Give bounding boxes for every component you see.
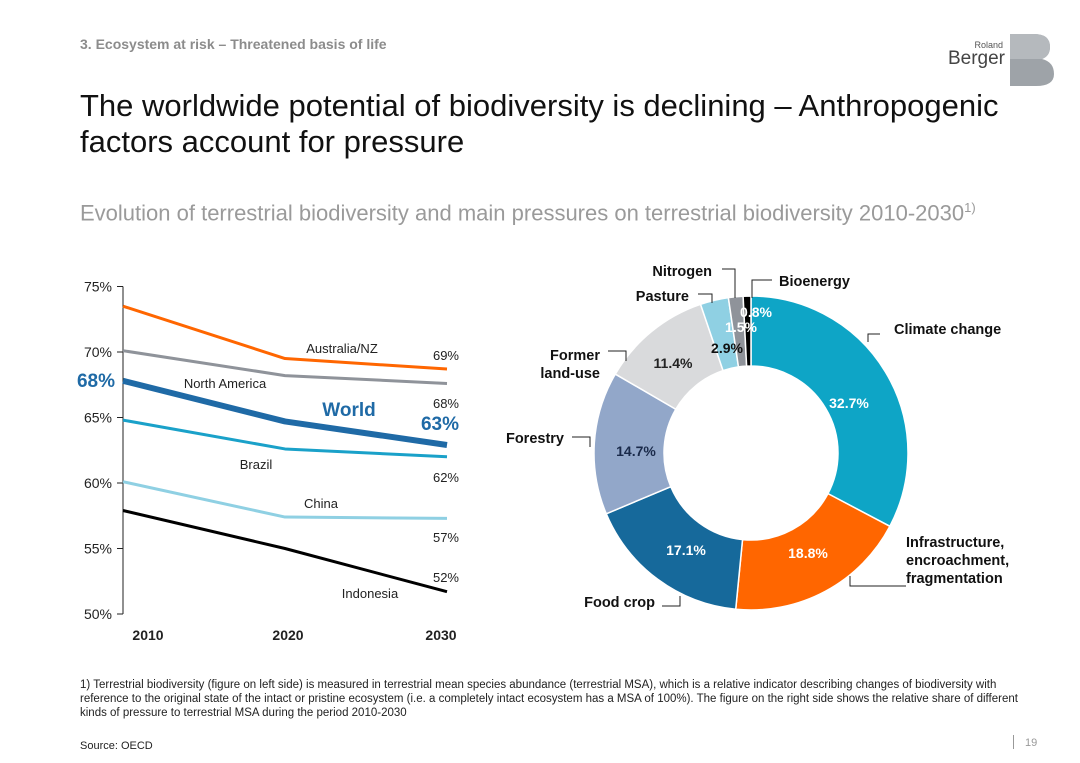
series-name-north-america: North America — [184, 376, 267, 391]
series-lines — [122, 304, 448, 594]
series-name-indonesia: Indonesia — [342, 586, 399, 601]
series-line-china — [122, 480, 448, 520]
slice-value-infrastructure-encroachment-fragmentation: 18.8% — [788, 545, 828, 561]
subtitle-text: Evolution of terrestrial biodiversity an… — [80, 200, 965, 226]
series-name-australia-nz: Australia/NZ — [306, 341, 378, 356]
end-value-china: 57% — [433, 530, 459, 545]
page-number: 19 — [1025, 737, 1038, 749]
y-axis: 75% 70% 65% 60% 55% 50% 2010 2020 2030 — [84, 279, 457, 644]
x-tick-label: 2010 — [132, 627, 163, 643]
donut-slices — [593, 295, 909, 611]
slice-name-infrastructure-encroachment-fragmentation: Infrastructure, encroachment, fragmentatio… — [906, 535, 1009, 587]
leader-line-climate-change — [867, 333, 880, 342]
slice-name-forestry: Forestry — [506, 431, 564, 447]
logo-line2: Berger — [947, 48, 1005, 69]
end-value-brazil: 62% — [433, 470, 459, 485]
end-value-australia-nz: 69% — [433, 348, 459, 363]
slice-value-forestry: 14.7% — [616, 443, 656, 459]
slice-name-nitrogen: Nitrogen — [652, 264, 712, 280]
series-line-world — [122, 377, 448, 448]
pressure-donut-chart: 32.7% 18.8% 17.1% 14.7% 11.4% 2.9% 1.5%0.8% Cli… — [506, 264, 1009, 611]
series-name-brazil: Brazil — [240, 457, 273, 472]
biodiversity-line-chart: 75% 70% 65% 60% 55% 50% 2010 2020 2030 Australia… — [77, 279, 459, 644]
series-labels: Australia/NZ 69% North America 68% World 63% 6… — [77, 341, 459, 601]
y-tick-label: 55% — [84, 541, 112, 557]
end-value-indonesia: 52% — [433, 570, 459, 585]
x-tick-label: 2030 — [425, 627, 456, 643]
series-name-world: World — [322, 400, 375, 421]
slice-name-bioenergy: Bioenergy — [779, 274, 850, 290]
y-tick-label: 75% — [84, 279, 112, 295]
y-tick-label: 65% — [84, 410, 112, 426]
end-value-north-america: 68% — [433, 396, 459, 411]
slice-name-pasture: Pasture — [636, 289, 689, 305]
y-tick-label: 60% — [84, 475, 112, 491]
page-title: The worldwide potential of biodiversity … — [80, 88, 999, 159]
section-label: 3. Ecosystem at risk – Threatened basis … — [80, 36, 387, 52]
slice-value-climate-change: 32.7% — [829, 395, 869, 411]
slice-value-former-land-use: 11.4% — [654, 355, 693, 371]
slice-climate-change — [750, 295, 909, 528]
y-tick-label: 50% — [84, 606, 112, 622]
series-name-china: China — [304, 496, 339, 511]
slice-bioenergy — [742, 295, 752, 367]
leader-line-nitrogen — [722, 268, 736, 298]
slice-name-former-land-use: Former land-use — [540, 348, 600, 382]
logo-line1: Roland — [974, 40, 1003, 50]
x-tick-label: 2020 — [272, 627, 303, 643]
subtitle-footnote-marker: 1) — [964, 200, 976, 215]
leader-line-forestry — [572, 436, 591, 447]
leader-line-infrastructure-encroachment-fragmentation — [849, 576, 906, 587]
series-line-indonesia — [122, 509, 448, 594]
slice-name-climate-change: Climate change — [894, 322, 1001, 338]
leader-line-pasture — [698, 293, 713, 303]
chart-subtitle: Evolution of terrestrial biodiversity an… — [80, 195, 980, 226]
leader-line-former-land-use — [608, 350, 627, 361]
series-line-brazil — [122, 418, 448, 459]
slice-value-nitrogen: 1.5% — [725, 319, 757, 335]
y-tick-label: 70% — [84, 344, 112, 360]
slice-value-food-crop: 17.1% — [666, 542, 706, 558]
logo-b-mark-icon — [1010, 34, 1054, 86]
page-divider — [1013, 735, 1014, 749]
source-note: Source: OECD — [80, 740, 153, 752]
footnote: 1) Terrestrial biodiversity (figure on l… — [80, 679, 1018, 719]
end-value-world: 63% — [421, 414, 459, 435]
donut-labels: 32.7% 18.8% 17.1% 14.7% 11.4% 2.9% 1.5%0.8% Cli… — [506, 264, 1009, 611]
slice-value-bioenergy: 0.8% — [740, 304, 772, 320]
series-line-australia-nz — [122, 304, 448, 371]
slice-name-food-crop: Food crop — [584, 595, 655, 611]
start-value-world: 68% — [77, 371, 115, 392]
leader-line-food-crop — [662, 596, 681, 607]
roland-berger-logo: Roland Berger — [942, 30, 1062, 88]
leader-line-bioenergy — [751, 279, 772, 298]
slice-value-pasture: 2.9% — [711, 340, 743, 356]
series-line-north-america — [122, 349, 448, 385]
